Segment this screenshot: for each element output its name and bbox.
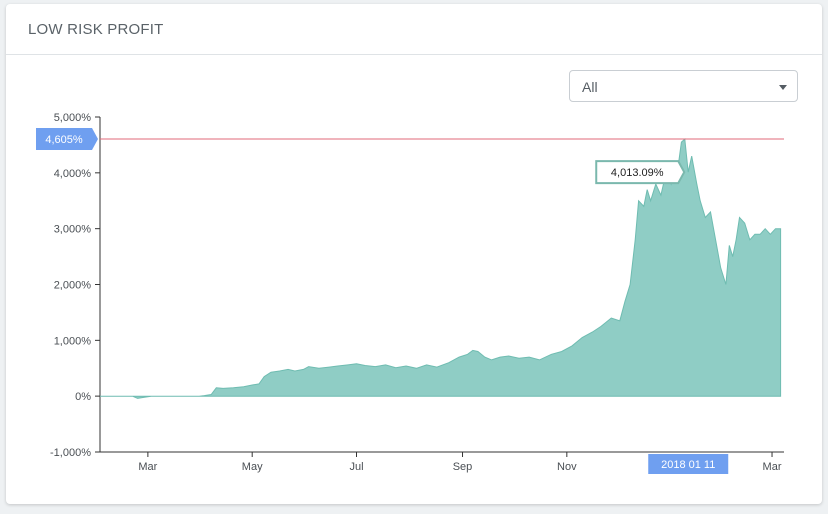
x-tick-label: Nov (557, 461, 577, 473)
series (100, 138, 782, 399)
crosshair-date-marker: 2018 01 11 (648, 454, 729, 474)
card-title: LOW RISK PROFIT (28, 21, 164, 38)
low-risk-profit-card: LOW RISK PROFIT All 5,000% 4,000% 3,000% 2,… (6, 4, 822, 504)
y-tick-label: 1,000% (54, 335, 92, 347)
value-tooltip-label: 4,013.09% (611, 167, 664, 179)
x-tick-label: May (242, 461, 263, 473)
overlays: 4,605% 4,013.09% 2018 01 11 (36, 128, 784, 474)
value-tooltip: 4,013.09% (595, 160, 686, 185)
crosshair-date-label: 2018 01 11 (661, 459, 715, 471)
y-tick-label: 4,000% (54, 168, 92, 180)
y-tick-label: 3,000% (54, 224, 92, 236)
profit-area (100, 138, 782, 399)
y-tick-label: 0% (75, 391, 91, 403)
crosshair-date-marker-bg (648, 454, 729, 474)
x-tick-label: Jul (349, 461, 363, 473)
profit-area-chart: 5,000%4,000%3,000%2,000%1,000%0%-1,000% … (36, 112, 784, 474)
card-header: LOW RISK PROFIT (6, 4, 822, 55)
value-tooltip-bg (595, 160, 686, 185)
x-axis: Mar May Jul Sep Nov Mar (100, 451, 784, 473)
max-value-marker-bg (36, 128, 98, 151)
x-tick-label: Mar (138, 461, 157, 473)
x-tick-label: Sep (453, 461, 473, 473)
y-tick-label: 5,000% (54, 112, 92, 124)
y-axis: 5,000% 4,000% 3,000% 2,000% 1,000% 0% -1,000% (50, 112, 101, 459)
chevron-down-icon (779, 85, 787, 90)
max-value-marker: 4,605% (36, 128, 98, 151)
y-tick-label: 2,000% (54, 280, 92, 292)
period-select-value: All (582, 79, 598, 95)
y-tick-label: -1,000% (50, 447, 91, 459)
period-select[interactable]: All (569, 70, 798, 102)
max-value-label: 4,605% (45, 134, 83, 146)
x-tick-label: Mar (763, 461, 782, 473)
